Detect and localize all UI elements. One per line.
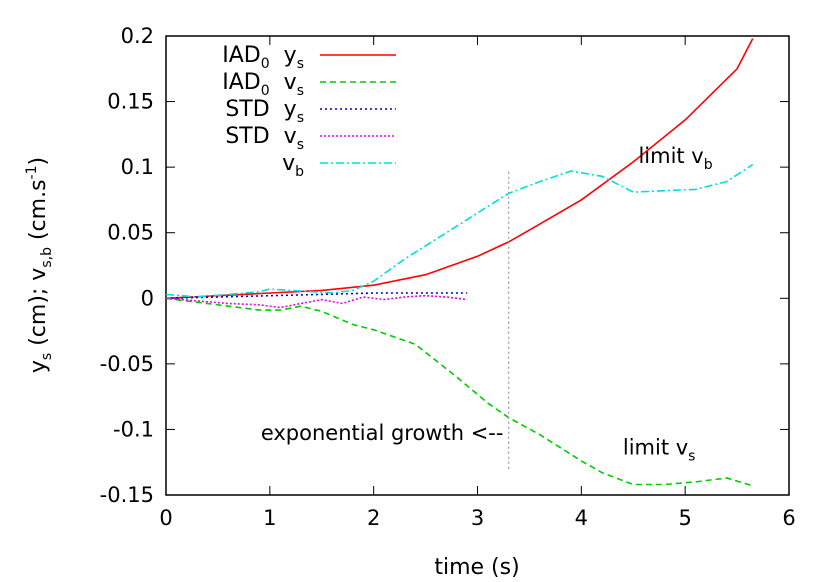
legend-label-3: STD vs [225, 124, 304, 153]
y-tick-label: -0.1 [113, 417, 154, 441]
x-tick-label: 5 [678, 506, 691, 530]
y-tick-label: 0.2 [121, 24, 154, 48]
y-tick-label: 0.05 [107, 221, 154, 245]
annotation-1: limit vs [623, 435, 696, 464]
annotations: limit vb limit vs exponential growth <-- [261, 144, 713, 464]
x-tick-label: 1 [263, 506, 276, 530]
legend-label-1: IAD0 vs [222, 70, 304, 99]
annotation-2: exponential growth <-- [261, 421, 504, 445]
y-tick-label: -0.15 [100, 483, 154, 507]
tick-labels: 0 1 2 3 4 5 6 -0.15 -0.1 -0.05 0 0.05 0.1 0.15 0.2 [100, 24, 796, 530]
x-tick-label: 6 [782, 506, 795, 530]
series-lines [165, 38, 754, 487]
series-line-0 [165, 38, 754, 300]
legend-label-0: IAD0 ys [222, 43, 304, 72]
legend-entry-3: STD vs [225, 124, 396, 153]
y-axis-label: ys (cm); vs,b (cm.s-1) [24, 157, 55, 373]
x-tick-label: 4 [575, 506, 588, 530]
legend-label-2: STD ys [225, 97, 304, 126]
series-line-1 [165, 297, 753, 487]
legend-entry-1: IAD0 vs [222, 70, 396, 99]
series-line-4 [165, 163, 754, 298]
y-tick-label: -0.05 [100, 352, 154, 376]
legend-entry-4: vb [282, 151, 396, 180]
legend-label-4: vb [282, 151, 304, 180]
y-tick-label: 0.15 [107, 90, 154, 114]
legend-entry-0: IAD0 ys [222, 43, 396, 72]
x-axis-label: time (s) [434, 555, 519, 580]
series-line-2 [165, 292, 468, 300]
y-tick-label: 0.1 [121, 155, 154, 179]
x-tick-label: 0 [159, 506, 172, 530]
y-tick-label: 0 [141, 286, 154, 310]
x-tick-label: 2 [367, 506, 380, 530]
legend-entry-2: STD ys [225, 97, 396, 126]
x-tick-label: 3 [471, 506, 484, 530]
ticks [165, 35, 790, 496]
annotation-0: limit vb [638, 144, 712, 173]
